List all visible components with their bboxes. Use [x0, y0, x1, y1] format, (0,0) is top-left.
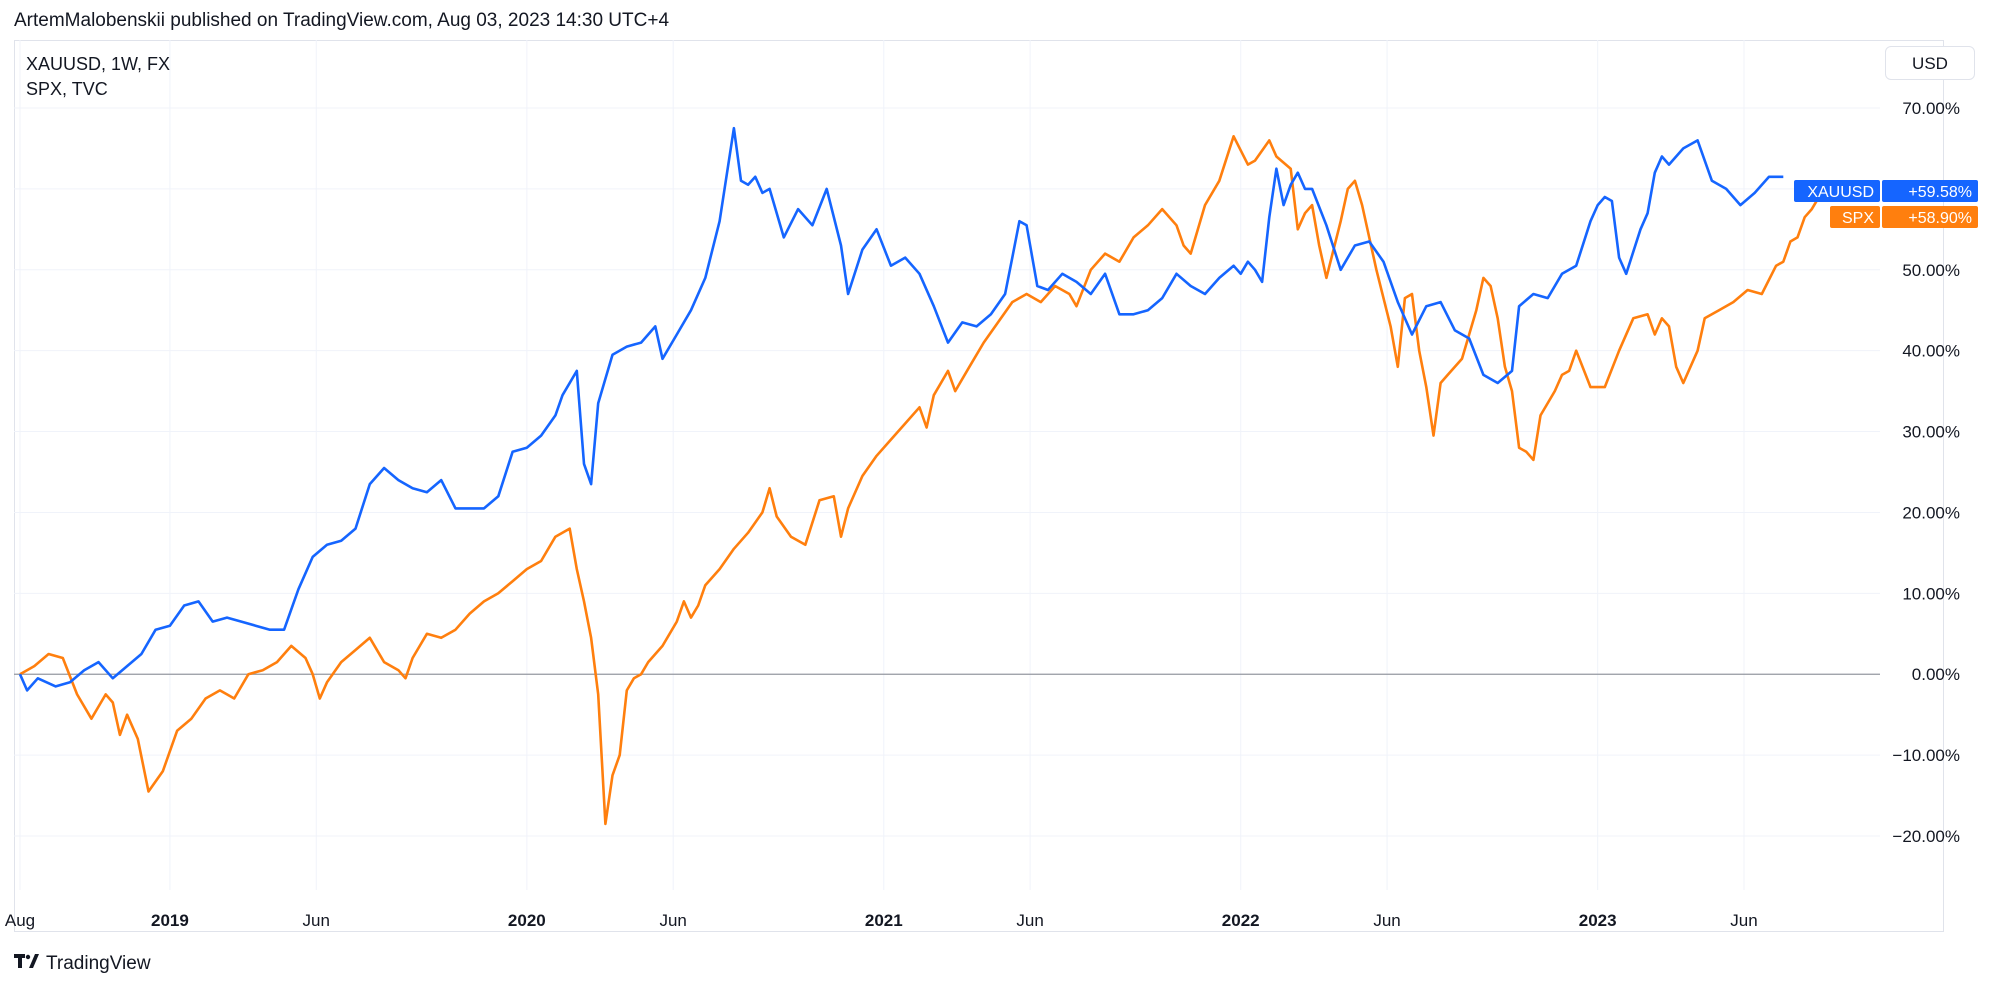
- x-tick-label: 2020: [508, 911, 546, 930]
- currency-button[interactable]: USD: [1885, 46, 1975, 80]
- x-tick-label: 2022: [1222, 911, 1260, 930]
- badge-xauusd: XAUUSD +59.58%: [1794, 180, 1978, 202]
- badge-value-bg: [1882, 180, 1978, 202]
- x-tick-label: 2021: [865, 911, 903, 930]
- series-line-spx: [19, 135, 1821, 826]
- x-tick-label: Jun: [1730, 911, 1757, 930]
- tradingview-footer[interactable]: TradingView: [14, 952, 151, 976]
- price-badges: XAUUSD +59.58% SPX +58.90%: [1794, 180, 1978, 228]
- y-tick-label: 50.00%: [1902, 261, 1960, 280]
- x-tick-label: 2019: [151, 911, 189, 930]
- y-tick-label: −10.00%: [1892, 746, 1960, 765]
- x-tick-label: Jun: [1373, 911, 1400, 930]
- badge-name-bg: [1830, 206, 1880, 228]
- grid-lines: [14, 40, 1880, 890]
- y-tick-label: 0.00%: [1912, 665, 1960, 684]
- x-tick-label: Jun: [659, 911, 686, 930]
- chart-pane[interactable]: [14, 40, 1944, 932]
- x-tick-label: Jun: [303, 911, 330, 930]
- y-tick-label: 70.00%: [1902, 99, 1960, 118]
- badge-value-bg: [1882, 206, 1978, 228]
- y-tick-label: 40.00%: [1902, 342, 1960, 361]
- badge-value: +58.90%: [1908, 210, 1972, 227]
- tradingview-logo-icon: [14, 952, 40, 976]
- badge-name: XAUUSD: [1807, 184, 1874, 201]
- badge-spx: SPX +58.90%: [1830, 206, 1978, 228]
- publisher-header: ArtemMalobenskii published on TradingVie…: [14, 10, 670, 31]
- x-tick-label: 2023: [1579, 911, 1617, 930]
- series-line-xauusd: [18, 126, 1784, 692]
- y-tick-label: 10.00%: [1902, 584, 1960, 603]
- x-axis[interactable]: Aug 2019 Jun 2020 Jun 2021 Jun 2022 Jun 2023 Jun: [5, 911, 1758, 930]
- badge-value: +59.58%: [1908, 184, 1972, 201]
- legend-spx[interactable]: SPX, TVC: [26, 79, 108, 99]
- series-lines: [18, 126, 1821, 826]
- series-legend[interactable]: XAUUSD, 1W, FX SPX, TVC: [26, 52, 170, 102]
- y-tick-label: 30.00%: [1902, 423, 1960, 442]
- legend-xauusd[interactable]: XAUUSD, 1W, FX: [26, 54, 171, 74]
- badge-name: SPX: [1842, 210, 1874, 227]
- badge-name-bg: [1794, 180, 1880, 202]
- x-tick-label: Aug: [5, 911, 35, 930]
- y-tick-label: 20.00%: [1902, 503, 1960, 522]
- footer-brand: TradingView: [46, 953, 151, 974]
- x-tick-label: Jun: [1016, 911, 1043, 930]
- y-tick-label: −20.00%: [1892, 827, 1960, 846]
